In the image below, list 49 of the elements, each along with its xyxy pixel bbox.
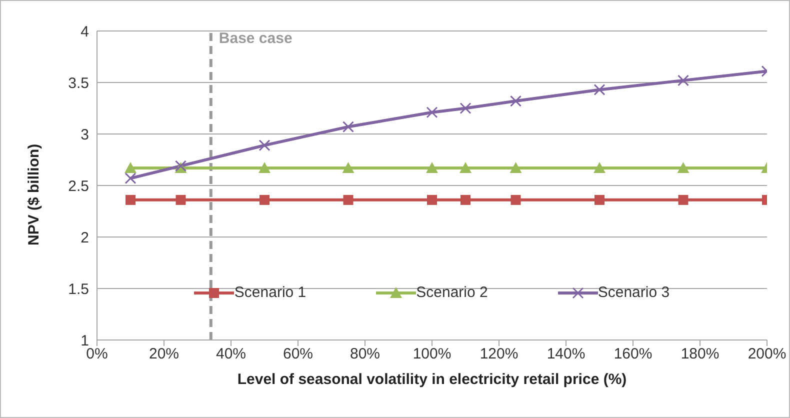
- point: [677, 162, 690, 173]
- legend-label: Scenario 2: [416, 284, 488, 301]
- point: [426, 106, 438, 118]
- point: [594, 84, 606, 96]
- ref-line-label: Base case: [218, 30, 292, 47]
- point: [678, 194, 688, 205]
- point: [343, 194, 354, 205]
- point: [260, 194, 270, 205]
- point: [510, 194, 521, 205]
- point: [258, 140, 270, 152]
- point: [594, 162, 606, 173]
- point: [176, 194, 186, 205]
- x-tick-label: 60%: [282, 346, 314, 363]
- legend-label: Scenario 3: [598, 284, 670, 301]
- point: [594, 194, 604, 205]
- legend-label: Scenario 1: [234, 284, 306, 301]
- x-tick-label: 180%: [680, 346, 720, 363]
- x-tick-label: 100%: [412, 346, 452, 363]
- y-tick-label: 2: [80, 229, 89, 246]
- x-tick-label: 20%: [148, 346, 180, 363]
- point: [342, 121, 354, 133]
- point: [460, 194, 470, 205]
- x-tick-label: 120%: [480, 346, 518, 363]
- point: [426, 162, 438, 173]
- y-tick-label: 1: [80, 332, 89, 350]
- y-tick-label: 2.5: [68, 178, 89, 195]
- point: [510, 162, 522, 173]
- point: [510, 95, 522, 107]
- x-tick-label: 140%: [546, 346, 586, 363]
- point: [258, 162, 270, 173]
- point: [427, 194, 437, 205]
- y-tick-label: 1.5: [68, 280, 89, 298]
- point: [460, 162, 472, 173]
- x-tick-label: 200%: [748, 346, 786, 363]
- y-tick-label: 3: [80, 126, 89, 144]
- y-tick-label: 3.5: [68, 74, 89, 92]
- x-tick-label: 80%: [350, 346, 380, 363]
- point: [124, 162, 136, 173]
- y-tick-label: 4: [80, 23, 89, 40]
- point: [124, 172, 136, 184]
- x-axis-title: Level of seasonal volatility in electricity retail price (%): [237, 371, 627, 388]
- y-axis-title: NPV ($ billion): [25, 144, 42, 246]
- point: [460, 102, 472, 114]
- x-tick-label: 0%: [86, 346, 108, 363]
- point: [678, 74, 689, 86]
- x-tick-label: 40%: [216, 346, 246, 363]
- point: [342, 162, 354, 173]
- x-tick-label: 160%: [614, 346, 652, 363]
- point: [126, 194, 136, 205]
